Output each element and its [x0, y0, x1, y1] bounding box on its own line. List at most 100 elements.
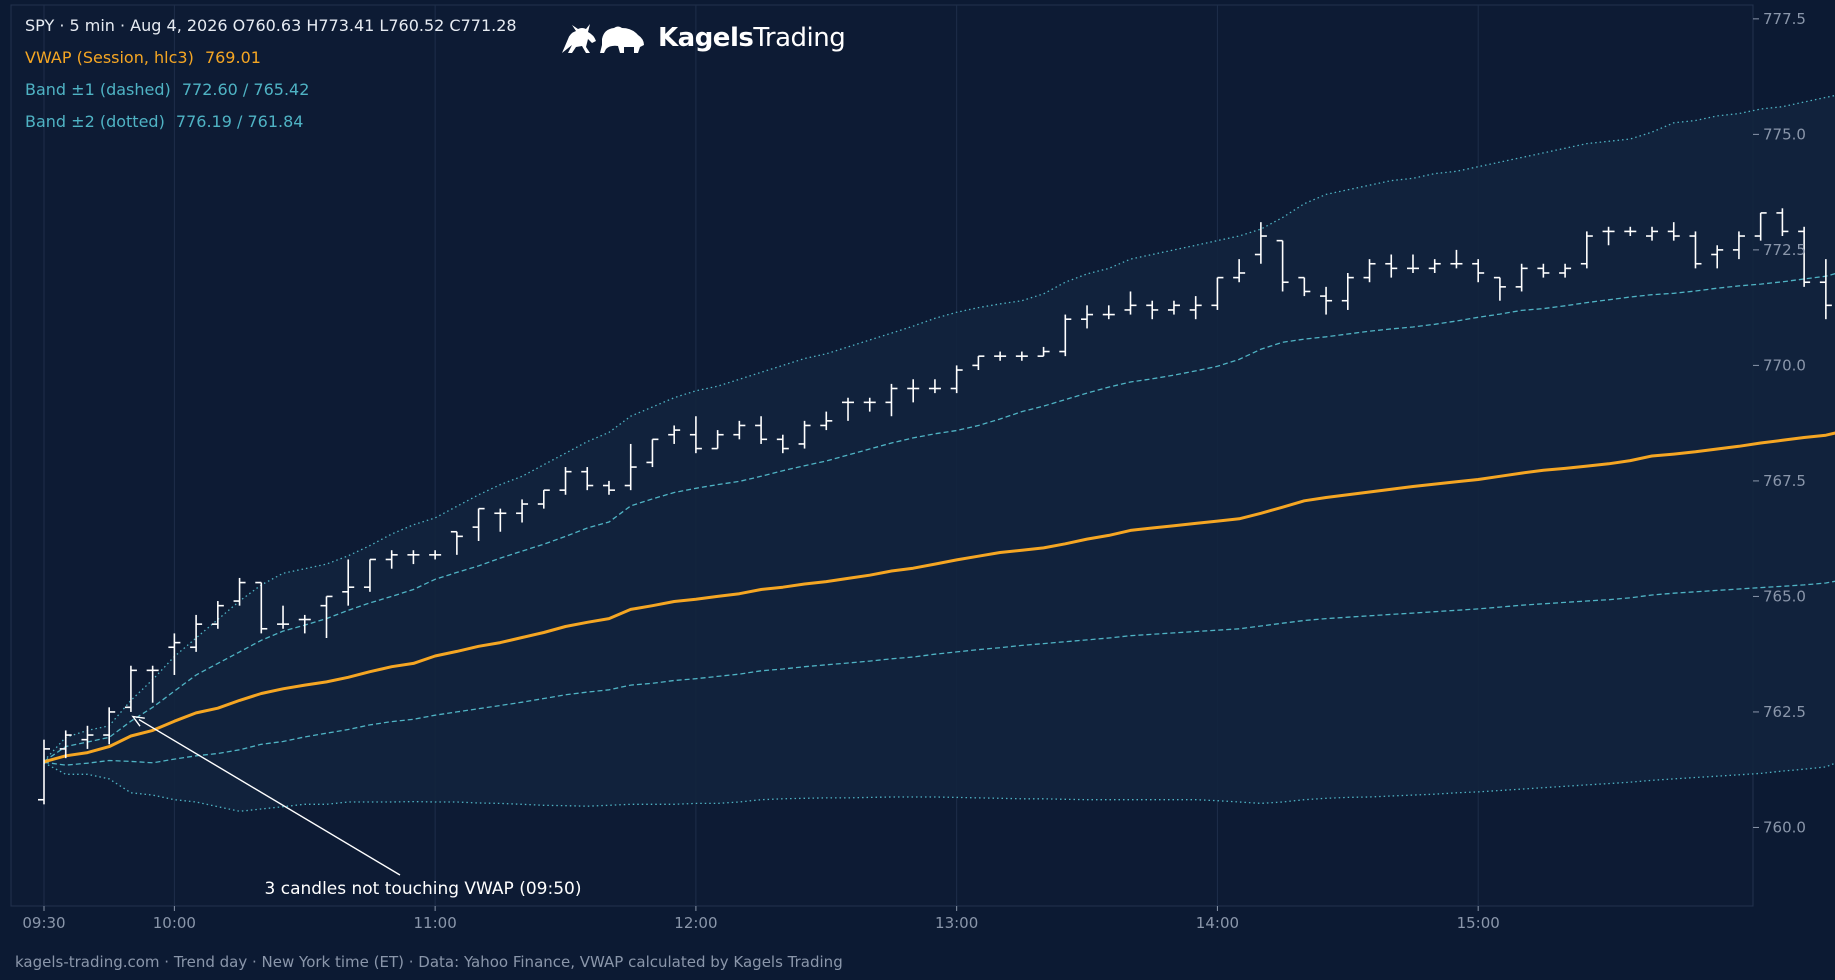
ohlc-bar: [1081, 305, 1094, 329]
x-tick-label-1000: 10:00: [153, 914, 196, 932]
legend-vwap-value: 769.01: [204, 48, 261, 67]
band-minus1-line: [43, 580, 1835, 766]
x-tick-label-1400: 14:00: [1196, 914, 1239, 932]
ohlc-bar: [1646, 226, 1659, 241]
ohlc-bar: [842, 397, 855, 421]
ohlc-bar: [907, 379, 920, 403]
ohlc-bar: [363, 558, 376, 592]
ohlc-bar: [885, 383, 898, 417]
ohlc-bar: [776, 434, 789, 454]
legend-band2-value: 776.19 / 761.84: [175, 112, 304, 131]
ohlc-bar: [820, 411, 833, 431]
y-tick-label-2: 765.0: [1763, 587, 1806, 605]
legend-vwap: VWAP (Session, hlc3) 769.01: [25, 48, 261, 67]
ohlc-bar: [81, 725, 94, 749]
ohlc-bar: [103, 707, 116, 745]
ohlc-bar: [1537, 263, 1550, 278]
ohlc-bar: [385, 550, 398, 569]
ohlc-bar: [38, 739, 50, 805]
x-tick-label-0930: 09:30: [22, 914, 65, 932]
ohlc-bar: [1732, 231, 1745, 260]
y-tick-label-6: 775.0: [1763, 125, 1806, 143]
legend-vwap-label: VWAP (Session, hlc3): [25, 48, 194, 67]
y-tick-label-3: 767.5: [1763, 472, 1806, 490]
ohlc-bar: [1320, 286, 1333, 315]
ohlc-bar: [1189, 296, 1202, 320]
band-layer: [43, 94, 1835, 812]
annotation-arrow-head: [131, 715, 145, 727]
x-tick-label-1100: 11:00: [414, 914, 457, 932]
ohlc-bar: [733, 420, 746, 440]
ohlc-bar: [755, 416, 768, 444]
brand-name-light: Trading: [753, 23, 846, 53]
ohlc-bar: [1754, 212, 1767, 241]
candle-layer: [38, 208, 1832, 805]
ohlc-bar: [689, 416, 702, 454]
ohlc-bar: [1102, 305, 1115, 320]
ohlc-bar: [146, 665, 159, 703]
annotation-layer: 3 candles not touching VWAP (09:50): [131, 715, 581, 899]
ohlc-bar: [559, 467, 572, 495]
ohlc-bar: [798, 420, 811, 449]
ohlc-bar: [494, 508, 507, 532]
ohlc-bar: [342, 559, 355, 606]
ohlc-bar: [1624, 226, 1637, 237]
ohlc-bar: [1472, 259, 1485, 283]
bull-bear-icon: [562, 24, 644, 53]
ohlc-bar: [1276, 239, 1289, 292]
ohlc-bar: [1037, 346, 1050, 357]
ohlc-bar: [1124, 291, 1137, 315]
legend-band2-label: Band ±2 (dotted): [25, 112, 165, 131]
y-tick-label-1: 762.5: [1763, 703, 1806, 721]
ohlc-bar: [1450, 249, 1463, 269]
ohlc-bar: [429, 550, 442, 560]
ohlc-bar: [863, 397, 876, 412]
ohlc-bar: [1059, 314, 1072, 357]
legend-band1: Band ±1 (dashed) 772.60 / 765.42: [25, 80, 309, 99]
footer-caption: kagels-trading.com · Trend day · New Yor…: [15, 953, 843, 971]
ohlc-bar: [1233, 259, 1246, 283]
ohlc-bar: [1689, 231, 1702, 269]
legend-band2: Band ±2 (dotted) 776.19 / 761.84: [25, 112, 303, 131]
ohlc-bar: [1406, 254, 1419, 273]
ohlc-bar: [190, 614, 203, 652]
band-fill-layer: [44, 95, 1835, 812]
ohlc-bar: [1602, 226, 1615, 246]
ohlc-bar: [1515, 263, 1528, 292]
ohlc-bar: [711, 430, 724, 450]
ohlc-bar: [581, 467, 594, 491]
y-tick-label-4: 770.0: [1763, 356, 1806, 374]
ohlc-bar: [1667, 222, 1680, 241]
ohlc-bar: [211, 601, 224, 629]
ohlc-bar: [298, 614, 311, 634]
ohlc-bar: [1015, 351, 1028, 361]
brand-logo: KagelsTrading: [558, 18, 846, 58]
y-tick-label-0: 760.0: [1763, 818, 1806, 836]
ohlc-bar: [1298, 276, 1311, 297]
band-fill: [44, 95, 1835, 812]
ohlc-bar: [255, 581, 268, 634]
legend-band1-label: Band ±1 (dashed): [25, 80, 171, 99]
ohlc-bar: [1798, 226, 1811, 287]
ohlc-bar: [1776, 208, 1789, 237]
legend-band1-value: 772.60 / 765.42: [181, 80, 310, 99]
ohlc-bar: [59, 730, 72, 759]
ohlc-bar: [516, 499, 529, 523]
ohlc-bar: [1559, 263, 1572, 278]
ohlc-bar: [928, 379, 941, 394]
ohlc-bar: [1167, 300, 1180, 315]
ohlc-bar: [1493, 276, 1506, 301]
ohlc-bar: [1819, 259, 1832, 320]
ohlc-bar: [1254, 222, 1267, 264]
brand-name: KagelsTrading: [658, 23, 846, 53]
ohlc-bar: [168, 633, 181, 675]
ohlc-bar: [277, 605, 290, 629]
ohlc-bar: [994, 351, 1007, 361]
ohlc-bar: [972, 355, 985, 371]
axis-layer: 09:30 10:00 11:00 12:00 13:00 14:00 15:00 760.0…: [22, 10, 1806, 932]
ohlc-bar: [1363, 259, 1376, 283]
band-plus1-line: [43, 273, 1835, 762]
ohlc-bar: [646, 438, 659, 468]
y-tick-label-5: 772.5: [1763, 241, 1806, 259]
